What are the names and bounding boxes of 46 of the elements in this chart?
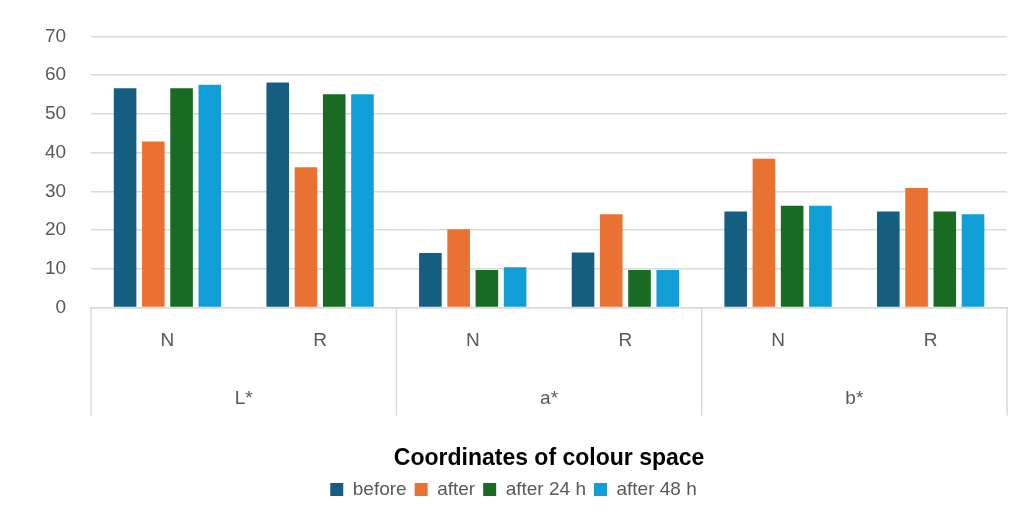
y-tick-label: 50 (44, 102, 67, 124)
text: L* (234, 386, 254, 408)
x-axis-title: Coordinates of colour space (393, 443, 705, 470)
legend-label: after (437, 477, 476, 499)
y-tick-label: 10 (44, 257, 67, 279)
bar (113, 88, 137, 307)
y-tick-label: 60 (44, 63, 67, 85)
bar (142, 141, 165, 307)
bar (170, 88, 193, 307)
legend-label: after 48 h (616, 477, 697, 499)
bar (877, 211, 900, 307)
x-tick-label: R (618, 329, 633, 351)
bar (809, 205, 832, 307)
bar (351, 94, 374, 307)
y-tick-label: 0 (55, 295, 67, 317)
bar (628, 270, 651, 307)
bar (571, 252, 595, 307)
legend-label: after 24 h (505, 477, 586, 499)
bar (933, 211, 957, 307)
bar (752, 158, 776, 307)
bar (447, 229, 470, 307)
bar (724, 211, 747, 307)
y-tick-label: 30 (44, 179, 67, 201)
bar (961, 214, 985, 307)
x-tick-label: N (465, 329, 480, 351)
text: b* (845, 386, 864, 408)
bar (294, 167, 318, 307)
x-tick-label: N (160, 329, 175, 351)
bar (599, 214, 623, 307)
bar (780, 205, 804, 307)
y-tick-label: 70 (44, 24, 67, 46)
bar (656, 270, 680, 307)
bar (419, 252, 442, 307)
x-tick-label: N (771, 329, 785, 351)
text: a* (540, 386, 559, 408)
bar (503, 267, 527, 307)
x-tick-label: R (923, 329, 938, 351)
bar (266, 82, 290, 307)
x-tick-label: R (313, 329, 327, 351)
bar (905, 187, 928, 307)
bar (198, 84, 222, 307)
y-tick-label: 20 (44, 218, 67, 240)
y-tick-label: 40 (44, 140, 67, 162)
legend-label: before (352, 477, 407, 499)
bar (322, 94, 346, 307)
bar (475, 270, 499, 307)
